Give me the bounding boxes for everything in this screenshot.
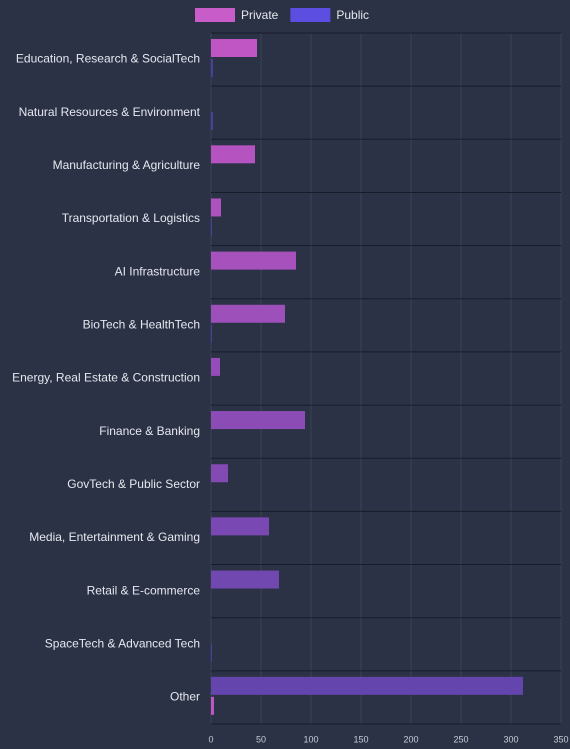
x-tick-label: 350 — [553, 734, 568, 744]
bar — [211, 643, 212, 662]
x-tick-label: 0 — [208, 734, 213, 744]
bar — [211, 517, 269, 536]
y-tick-label: GovTech & Public Sector — [67, 477, 200, 491]
bar — [211, 696, 214, 715]
y-tick-label: Transportation & Logistics — [62, 211, 200, 225]
y-tick-label: Energy, Real Estate & Construction — [12, 371, 200, 385]
x-tick-label: 200 — [403, 734, 418, 744]
y-tick-label: BioTech & HealthTech — [83, 318, 200, 332]
bar — [211, 304, 285, 323]
legend-swatch — [290, 8, 331, 22]
bar — [211, 357, 220, 376]
bar — [211, 218, 212, 237]
legend-swatch — [195, 8, 235, 22]
x-tick-label: 50 — [256, 734, 266, 744]
bar — [211, 145, 255, 164]
bar — [211, 251, 296, 270]
bar — [211, 464, 228, 483]
y-tick-label: Natural Resources & Environment — [19, 105, 201, 119]
y-tick-label: Education, Research & SocialTech — [16, 52, 200, 66]
y-tick-label: Finance & Banking — [99, 424, 200, 438]
y-tick-label: Manufacturing & Agriculture — [53, 158, 201, 172]
bar — [211, 59, 213, 77]
bar — [211, 39, 257, 57]
y-tick-label: AI Infrastructure — [115, 264, 201, 278]
bar — [211, 324, 212, 343]
bar — [211, 411, 305, 430]
legend-label: Public — [336, 8, 369, 22]
y-tick-label: Other — [170, 690, 200, 704]
legend-label: Private — [241, 8, 279, 22]
y-tick-label: Media, Entertainment & Gaming — [29, 530, 200, 544]
x-tick-label: 100 — [303, 734, 318, 744]
bar — [211, 112, 213, 131]
y-tick-label: Retail & E-commerce — [87, 583, 201, 597]
bar — [211, 570, 279, 589]
bar — [211, 676, 523, 695]
x-tick-label: 250 — [453, 734, 468, 744]
x-tick-label: 300 — [503, 734, 518, 744]
y-tick-label: SpaceTech & Advanced Tech — [45, 636, 200, 650]
x-tick-label: 150 — [353, 734, 368, 744]
bar — [211, 198, 221, 217]
